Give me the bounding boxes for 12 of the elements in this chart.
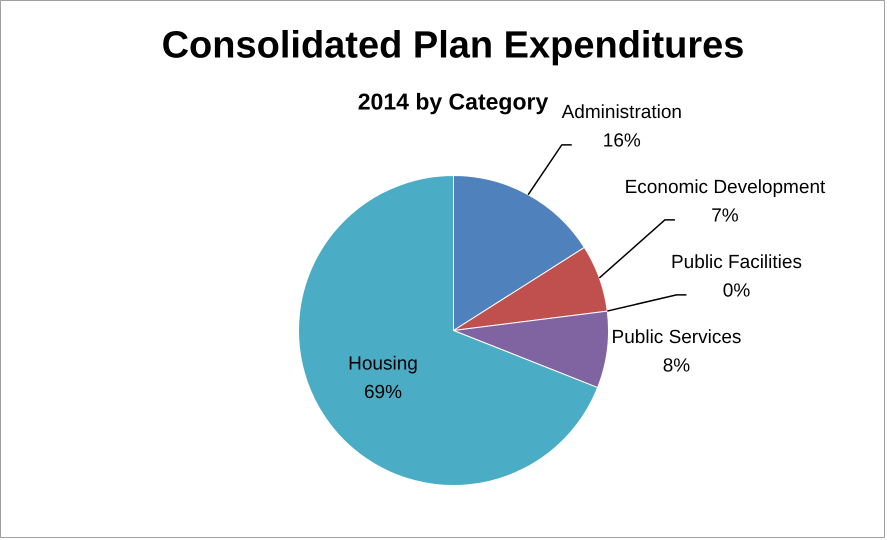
data-label: 8% — [662, 356, 690, 377]
data-label: 16% — [602, 130, 641, 152]
data-label: 7% — [711, 206, 739, 227]
slice-label: Public Services — [612, 327, 742, 348]
slice-label: Administration — [562, 102, 682, 124]
chart-subtitle: 2014 by Category — [358, 88, 548, 114]
category-label: Public Facilities — [671, 252, 802, 274]
text: 0% — [722, 280, 750, 302]
slice-label: Economic Development — [624, 177, 826, 198]
data-label: 69% — [364, 382, 402, 404]
slice-label: Housing — [348, 354, 418, 375]
chart-title: Consolidated Plan Expenditures — [162, 24, 744, 66]
